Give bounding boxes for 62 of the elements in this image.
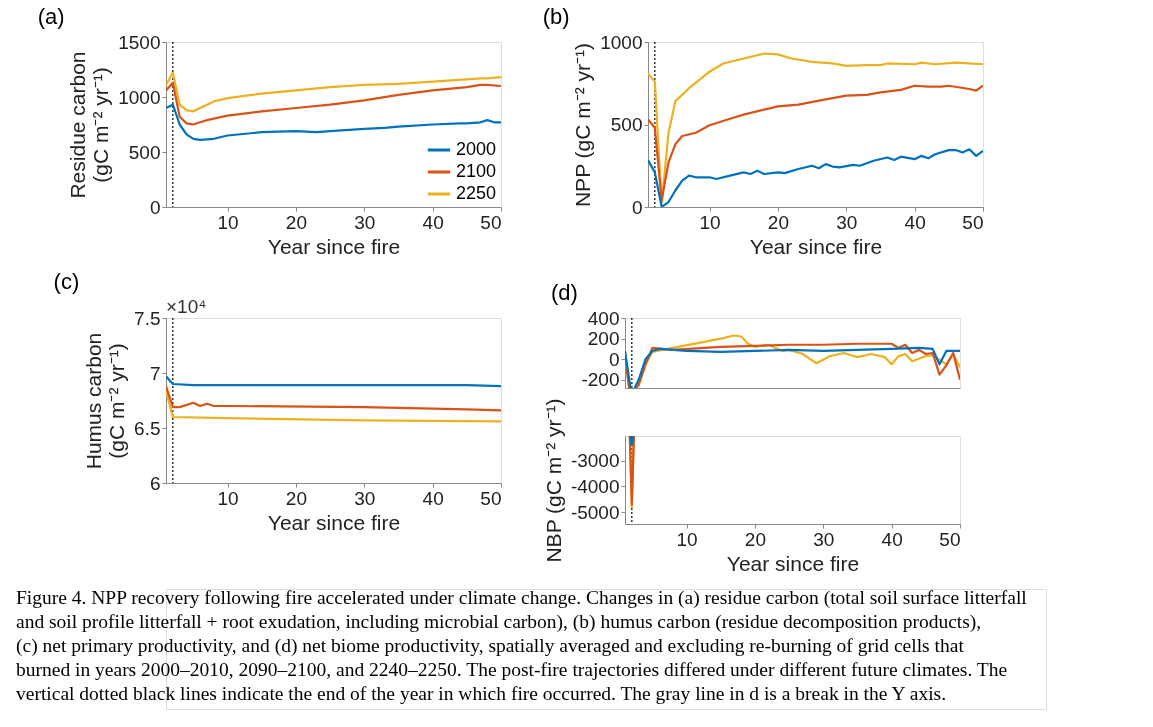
x-tick-label: 10 [217, 211, 239, 233]
line-series [166, 389, 501, 423]
y-tick-label: -3000 [570, 450, 620, 472]
x-tick-label: 50 [480, 211, 502, 233]
y-tick-label: 400 [587, 307, 620, 329]
x-tick-label: 20 [744, 528, 766, 550]
y-tick-label: 6.5 [134, 417, 161, 439]
line-series [166, 385, 501, 412]
x-tick-label: 40 [422, 487, 444, 509]
chart-title: (d) [550, 280, 578, 305]
text: ×10⁴ [166, 296, 207, 317]
x-tick-label: 30 [354, 211, 376, 233]
y-tick-label: 7 [149, 362, 161, 384]
legend-label: 2100 [456, 161, 497, 181]
y-tick-label: 500 [610, 114, 643, 135]
y-tick-label: 1000 [118, 86, 161, 108]
x-tick-label: 10 [676, 528, 698, 550]
x-tick-label: 40 [904, 211, 926, 233]
x-tick-label: 50 [480, 487, 502, 509]
x-tick-label: 40 [881, 528, 903, 550]
x-tick-label: 30 [836, 211, 858, 233]
x-axis-title: Year since fire [267, 234, 401, 258]
x-tick-label: 50 [939, 528, 961, 550]
y-tick-label: 7.5 [134, 307, 161, 329]
y-tick-label: 0 [149, 196, 161, 218]
line-series [166, 81, 501, 126]
x-tick-label: 20 [767, 211, 789, 233]
y-tick-label: 500 [128, 141, 161, 163]
x-axis-title: Year since fire [726, 551, 860, 575]
y-tick-label: 6 [149, 472, 161, 494]
y-tick-label: 0 [631, 196, 643, 218]
x-tick-label: 40 [422, 211, 444, 233]
chart-title: (a) [37, 4, 65, 29]
y-axis-title: NBP (gC m⁻² yr⁻¹) [541, 398, 565, 563]
y-tick-label: -4000 [570, 475, 620, 497]
y-tick-label: 200 [587, 328, 620, 350]
x-axis-title: Year since fire [749, 234, 883, 258]
y-tick-label: -200 [581, 369, 620, 391]
x-tick-label: 20 [285, 487, 307, 509]
line-series [648, 84, 983, 202]
line-series [166, 103, 501, 141]
y-axis-title: NPP (gC m⁻² yr⁻¹) [571, 42, 595, 208]
line-series [166, 375, 501, 388]
y-tick-label: 0 [608, 348, 620, 370]
x-tick-label: 30 [813, 528, 835, 550]
legend-label: 2000 [456, 139, 497, 159]
chart-title: (c) [53, 269, 80, 294]
y-axis-title: Humus carbon (gC m⁻² yr⁻¹) [82, 332, 129, 470]
x-tick-label: 50 [962, 211, 984, 233]
x-tick-label: 10 [699, 211, 721, 233]
x-axis-title: Year since fire [267, 510, 401, 534]
legend-label: 2250 [456, 183, 497, 203]
chart-title: (b) [542, 4, 570, 29]
y-tick-label: -5000 [570, 501, 620, 523]
y-tick-label: 1000 [600, 31, 643, 53]
x-tick-label: 20 [285, 211, 307, 233]
y-tick-label: 1500 [118, 31, 161, 53]
line-series [166, 71, 501, 113]
caption: Figure 4. NPP recovery following fire accelerated under climate change. Changes in (a) residue carbon (total soil surface litterfall and soil profile litterfall + root exudation, including microbial carbon), (b) humus carbon (residue decomposition products), (c) net primary productivity, and (d) net biome productivity, spatially averaged and excluding re-burning of grid cells that burned in years 2000–2010, 2090–2100, and 2240–2250. The post-fire trajectories differed under different future climates. The vertical dotted black lines indicate the end of the year in which fire occurred. The gray line in d is a break in the Y axis. [16, 587, 1028, 704]
x-tick-label: 30 [354, 487, 376, 509]
y-axis-title: Residue carbon (gC m⁻² yr⁻¹) [66, 51, 113, 199]
x-tick-label: 10 [217, 487, 239, 509]
